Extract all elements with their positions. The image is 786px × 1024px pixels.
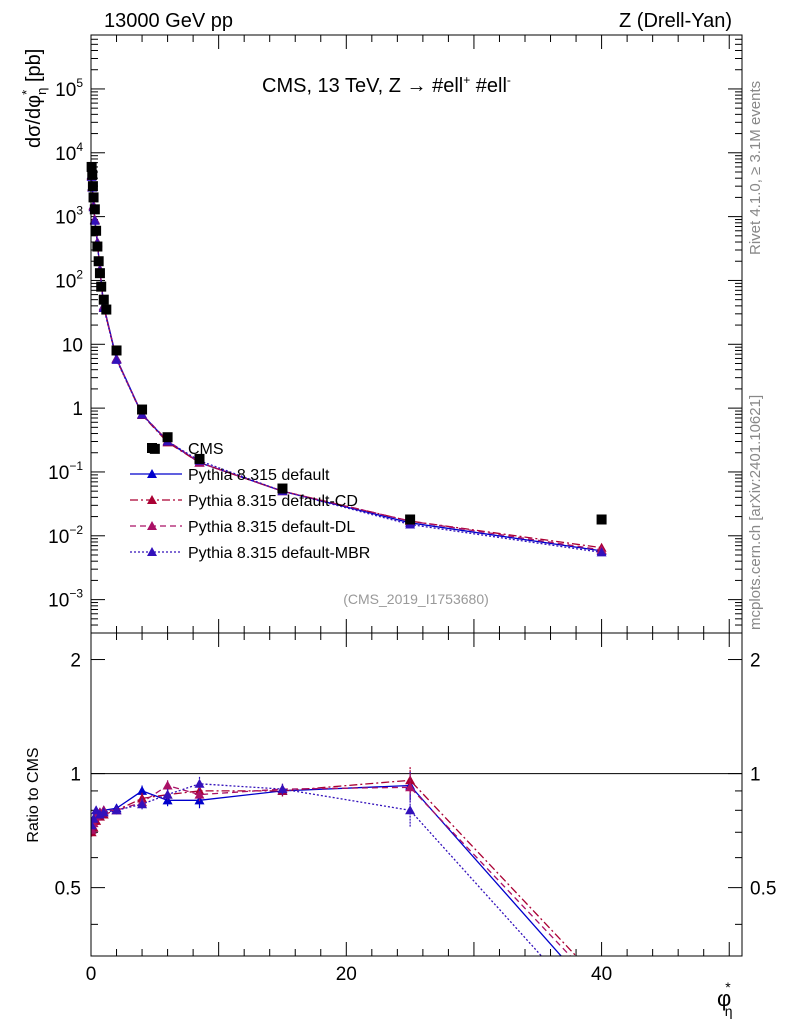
- header-right: Z (Drell-Yan): [619, 10, 732, 32]
- ratio-series-marker-mbr: [162, 789, 173, 799]
- main-series-marker-mbr: [111, 354, 122, 364]
- ratio-series-marker-mbr: [91, 813, 99, 823]
- xlabel-main: φ: [717, 986, 731, 1011]
- main-curves: [86, 161, 607, 557]
- title-mid: #ell: [470, 75, 507, 97]
- analysis-id: (CMS_2019_I1753680): [343, 591, 489, 607]
- data-point: [94, 268, 105, 279]
- legend-marker-data: [147, 443, 157, 453]
- rivet-version-label: Rivet 4.1.0, ≥ 3.1M events: [747, 81, 764, 255]
- legend-label-mbr: Pythia 8.315 default-MBR: [188, 545, 370, 562]
- legend-label-data: CMS: [188, 441, 224, 458]
- main-y-tick-label: 10−2: [48, 523, 83, 548]
- main-y-tick-label: 102: [55, 267, 83, 292]
- ratio-series-marker-dl: [405, 782, 416, 792]
- ratio-y-tick-label: 1: [70, 765, 81, 786]
- legend-marker-mbr: [147, 547, 157, 556]
- main-y-label: dσ/dφ*η [pb]: [19, 49, 49, 148]
- data-point: [87, 169, 98, 180]
- legend-label-default: Pythia 8.315 default: [188, 467, 330, 484]
- main-y-tick-label: 105: [55, 76, 83, 101]
- ratio-series-line-mbr: [91, 783, 543, 956]
- title-sup-1: +: [463, 73, 470, 87]
- ratio-y-label: Ratio to CMS: [25, 747, 42, 842]
- main-series-marker-mbr: [89, 215, 100, 225]
- main-y-tick-label: 103: [55, 204, 83, 229]
- data-point: [86, 161, 97, 172]
- data-point: [101, 304, 112, 315]
- data-point: [98, 294, 109, 305]
- ratio-y-tick-label: 2: [70, 651, 81, 672]
- main-y-tick-label: 10−3: [48, 587, 83, 612]
- title-main: CMS, 13 TeV, Z → #ell: [262, 75, 463, 97]
- ratio-y-tick-label-right: 0.5: [750, 879, 776, 900]
- data-point: [88, 192, 99, 203]
- ratio-series-marker-mbr: [405, 805, 416, 815]
- ratio-series-marker-mbr: [111, 805, 122, 815]
- main-series-line-cd: [90, 176, 602, 549]
- ratio-frame: [90, 632, 743, 957]
- main-y-tick-label: 104: [55, 140, 83, 165]
- legend-label-dl: Pythia 8.315 default-DL: [188, 519, 355, 536]
- ylabel-sub: η: [34, 88, 49, 95]
- data-point: [87, 181, 98, 192]
- ratio-series-marker-mbr: [98, 807, 109, 817]
- ratio-y-tick-label-right: 2: [750, 651, 761, 672]
- data-point: [194, 453, 205, 464]
- xlabel-sub: η: [725, 1003, 733, 1019]
- x-tick-label: 0: [86, 964, 97, 985]
- ratio-series-marker-mbr: [194, 778, 205, 788]
- legend-marker-cd: [147, 495, 157, 504]
- xlabel-sup: *: [725, 979, 731, 995]
- ylabel-sup: *: [19, 90, 34, 95]
- data-point: [111, 345, 122, 356]
- ratio-series-marker-dl: [194, 789, 205, 799]
- data-point: [277, 483, 288, 494]
- ylabel-main: dσ/dφ: [23, 95, 45, 148]
- legend-label-cd: Pythia 8.315 default-CD: [188, 493, 358, 510]
- legend-marker-dl: [147, 521, 157, 530]
- plot-title: CMS, 13 TeV, Z → #ell+ #ell-: [262, 73, 511, 97]
- main-y-tick-label: 1: [72, 399, 83, 420]
- title-sup-2: -: [507, 73, 511, 87]
- ratio-y-tick-label-right: 1: [750, 765, 761, 786]
- main-series-marker-mbr: [596, 547, 607, 557]
- main-y-tick-label: 10−1: [48, 459, 83, 484]
- data-point: [405, 514, 416, 525]
- mcplots-label: mcplots.cern.ch [arXiv:2401.10621]: [747, 395, 764, 630]
- data-point: [162, 432, 173, 443]
- data-point: [92, 241, 103, 252]
- ratio-y-tick-label: 0.5: [55, 879, 81, 900]
- ratio-curves: [91, 767, 577, 956]
- data-point: [89, 204, 100, 215]
- legend-marker-default: [147, 469, 157, 478]
- data-point: [96, 281, 107, 292]
- data-point: [91, 225, 102, 236]
- x-tick-label: 20: [336, 964, 357, 985]
- legend: CMS Pythia 8.315 default Pythia 8.315 defa…: [130, 441, 370, 562]
- main-frame: [90, 34, 743, 634]
- data-point: [596, 514, 607, 525]
- ratio-series-marker-dl: [162, 780, 173, 790]
- data-point: [137, 404, 148, 415]
- x-tick-label: 40: [591, 964, 612, 985]
- ratio-series-line-dl: [91, 784, 572, 956]
- main-y-tick-label: 10: [62, 335, 83, 356]
- header-left: 13000 GeV pp: [104, 10, 233, 32]
- x-axis-label: φ* η: [717, 979, 733, 1019]
- data-point: [93, 256, 104, 267]
- ratio-series-marker-mbr: [137, 799, 148, 809]
- ratio-series-marker-mbr: [277, 784, 288, 794]
- ylabel-unit: [pb]: [23, 49, 45, 88]
- ratio-panel: 0 20 40 2 2 1 1 0.5 0.5: [55, 633, 776, 985]
- ratio-series-marker-default: [137, 785, 148, 795]
